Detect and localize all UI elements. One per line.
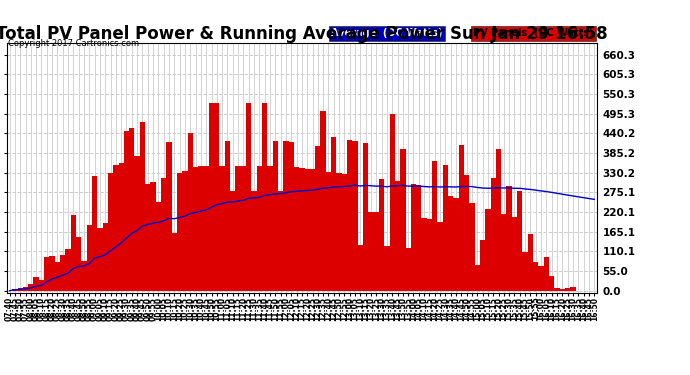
Title: Total PV Panel Power & Running Average Power Sun Jan 29 16:58: Total PV Panel Power & Running Average P… bbox=[0, 25, 608, 43]
Text: PV Panels  (DC Watts): PV Panels (DC Watts) bbox=[473, 28, 593, 38]
Text: Average  (DC Watts): Average (DC Watts) bbox=[331, 28, 443, 38]
Text: Copyright 2017 Cartronics.com: Copyright 2017 Cartronics.com bbox=[8, 39, 139, 48]
